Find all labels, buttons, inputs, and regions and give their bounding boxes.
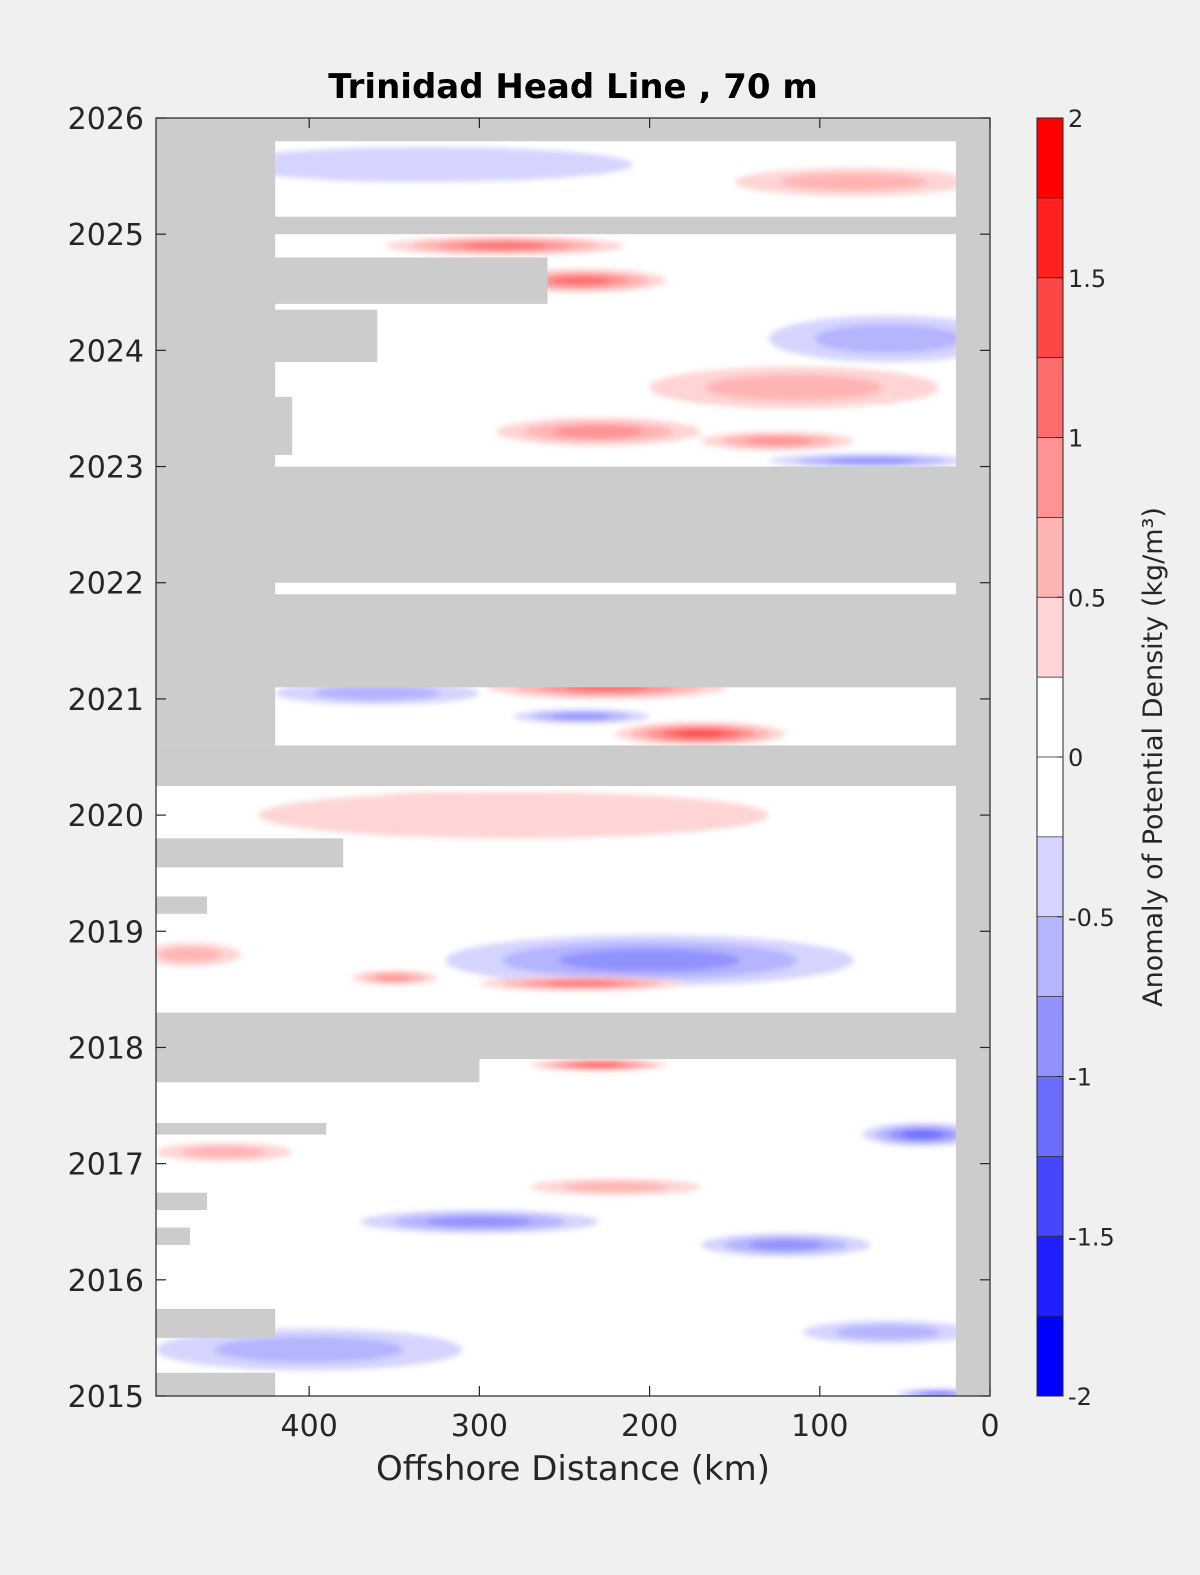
y-tick-label: 2017 [68, 1148, 144, 1183]
colorbar-tick-label: -2 [1068, 1383, 1092, 1411]
x-tick-label: 100 [791, 1409, 848, 1444]
missing-data-region [156, 1012, 990, 1060]
colorbar-segment [1037, 1076, 1063, 1157]
anomaly-contour [743, 436, 812, 446]
anomaly-contour [901, 1130, 943, 1139]
missing-data-region [156, 257, 548, 304]
anomaly-contour [705, 374, 884, 401]
y-tick-label: 2025 [68, 218, 144, 253]
missing-data-region [156, 1192, 208, 1211]
y-tick-label: 2018 [68, 1031, 144, 1066]
missing-data-region [156, 309, 378, 362]
colorbar-tick-label: 1 [1068, 425, 1083, 453]
y-tick-label: 2026 [68, 102, 144, 137]
anomaly-contour [314, 685, 441, 701]
anomaly-contour [814, 324, 962, 354]
y-tick-label: 2020 [68, 799, 144, 834]
colorbar-segment [1037, 996, 1063, 1077]
anomaly-contour [553, 425, 644, 438]
y-tick-label: 2019 [68, 915, 144, 950]
anomaly-contour [545, 981, 618, 986]
colorbar-segment [1037, 916, 1063, 998]
colorbar-ticks: -2 -1.5 -1 -0.5 0 0.5 1 1.5 2 [1057, 105, 1115, 1411]
colorbar-segment [1037, 277, 1063, 359]
colorbar-tick-label: 2 [1068, 105, 1083, 133]
missing-data-region [156, 594, 990, 688]
anomaly-contour [375, 974, 414, 981]
y-tick-label: 2023 [68, 451, 144, 486]
missing-data-region [156, 1372, 276, 1396]
x-tick-label: 200 [621, 1409, 678, 1444]
colorbar-segment [1037, 677, 1063, 758]
colorbar-segment [1037, 357, 1063, 438]
anomaly-contour [924, 1392, 954, 1396]
y-tick-label: 2022 [68, 567, 144, 602]
chart-title: Trinidad Head Line , 70 m [328, 67, 818, 107]
anomaly-contour [563, 1181, 668, 1192]
missing-data-region [156, 216, 990, 235]
missing-data-region [156, 896, 208, 914]
x-axis-label: Offshore Distance (km) [376, 1449, 770, 1489]
anomaly-contour [158, 947, 222, 962]
colorbar-segment [1037, 197, 1063, 279]
x-tick-label: 300 [451, 1409, 508, 1444]
colorbar-tick-label: 0.5 [1068, 584, 1106, 612]
missing-data-region [156, 1059, 480, 1083]
missing-data-region [156, 1227, 191, 1245]
anomaly-contour [747, 1239, 824, 1251]
colorbar-label: Anomaly of Potential Density (kg/m³) [1138, 507, 1169, 1007]
colorbar-segment [1037, 1316, 1063, 1397]
anomaly-contour [676, 730, 725, 738]
colorbar-tick-label: 1.5 [1068, 265, 1106, 293]
anomaly-contour [825, 457, 917, 464]
anomaly-contour [558, 948, 741, 972]
missing-data-region [156, 466, 990, 583]
anomaly-contour [463, 242, 547, 250]
colorbar-segment [1037, 517, 1063, 598]
missing-data-region [156, 1122, 327, 1135]
anomaly-contour [835, 1324, 941, 1340]
missing-data-region [156, 745, 990, 787]
colorbar-segment [1037, 597, 1063, 678]
missing-data-region [955, 118, 990, 1396]
missing-data-region [156, 838, 344, 868]
colorbar-segment [1037, 1236, 1063, 1317]
anomaly-contour [551, 713, 612, 720]
anomaly-contour [182, 1146, 266, 1158]
missing-data-region [156, 1308, 276, 1338]
y-tick-label: 2016 [68, 1264, 144, 1299]
colorbar-segment [1037, 836, 1063, 918]
y-tick-label: 2015 [68, 1380, 144, 1415]
anomaly-contour [214, 1336, 404, 1363]
colorbar-segment [1037, 118, 1063, 199]
colorbar-tick-label: 0 [1068, 744, 1083, 772]
anomaly-contour [780, 173, 928, 191]
colorbar-segment [1037, 757, 1063, 838]
anomaly-contour [579, 1063, 618, 1067]
anomaly-contour [224, 147, 633, 182]
missing-data-region [156, 118, 990, 142]
missing-data-region [156, 396, 293, 455]
colorbar-segment [1037, 1156, 1063, 1237]
colorbar-segment [1037, 437, 1063, 518]
missing-data-layer [156, 118, 990, 1396]
y-tick-label: 2024 [68, 334, 144, 369]
colorbar [1037, 118, 1063, 1397]
anomaly-contour [426, 1216, 533, 1227]
plot-frame [155, 117, 991, 1397]
anomaly-contour [551, 276, 612, 285]
colorbar-tick-label: -1.5 [1068, 1223, 1115, 1251]
anomaly-contour [258, 791, 769, 839]
colorbar-tick-label: -1 [1068, 1064, 1092, 1092]
colorbar-tick-label: -0.5 [1068, 904, 1115, 932]
x-tick-label: 0 [980, 1409, 999, 1444]
y-tick-label: 2021 [68, 683, 144, 718]
x-tick-label: 400 [281, 1409, 338, 1444]
x-axis: 400 300 200 100 0 [281, 118, 1000, 1444]
y-axis: 2015 2016 2017 2018 2019 2020 2021 2022 2023 2024… [68, 102, 990, 1415]
anomaly-layer [156, 147, 990, 1396]
